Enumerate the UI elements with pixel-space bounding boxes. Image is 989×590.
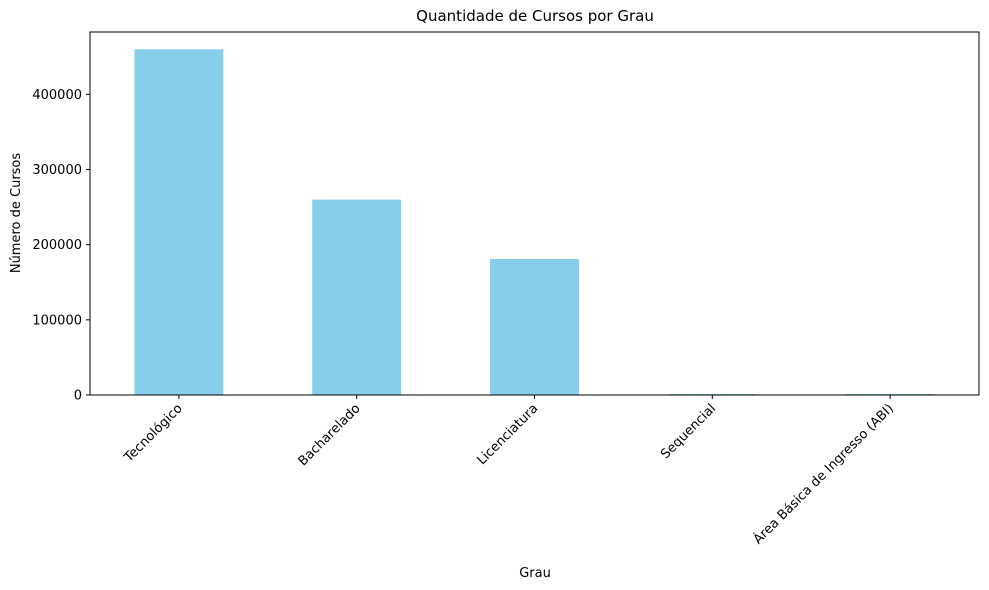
bar-0 xyxy=(134,49,224,395)
y-axis-ticks: 0 100000 200000 300000 400000 xyxy=(32,88,90,404)
y-tick-label-1: 100000 xyxy=(32,313,82,328)
bar-2 xyxy=(490,258,579,395)
y-tick-label-2: 200000 xyxy=(32,238,82,253)
y-tick-label-0: 0 xyxy=(74,389,82,404)
y-tick-label-4: 400000 xyxy=(32,88,82,103)
bar-1 xyxy=(312,199,402,395)
y-axis-label: Número de Cursos xyxy=(9,153,24,274)
x-axis-label: Grau xyxy=(519,566,551,581)
y-tick-label-3: 300000 xyxy=(32,163,82,178)
chart-title: Quantidade de Cursos por Grau xyxy=(416,7,654,25)
